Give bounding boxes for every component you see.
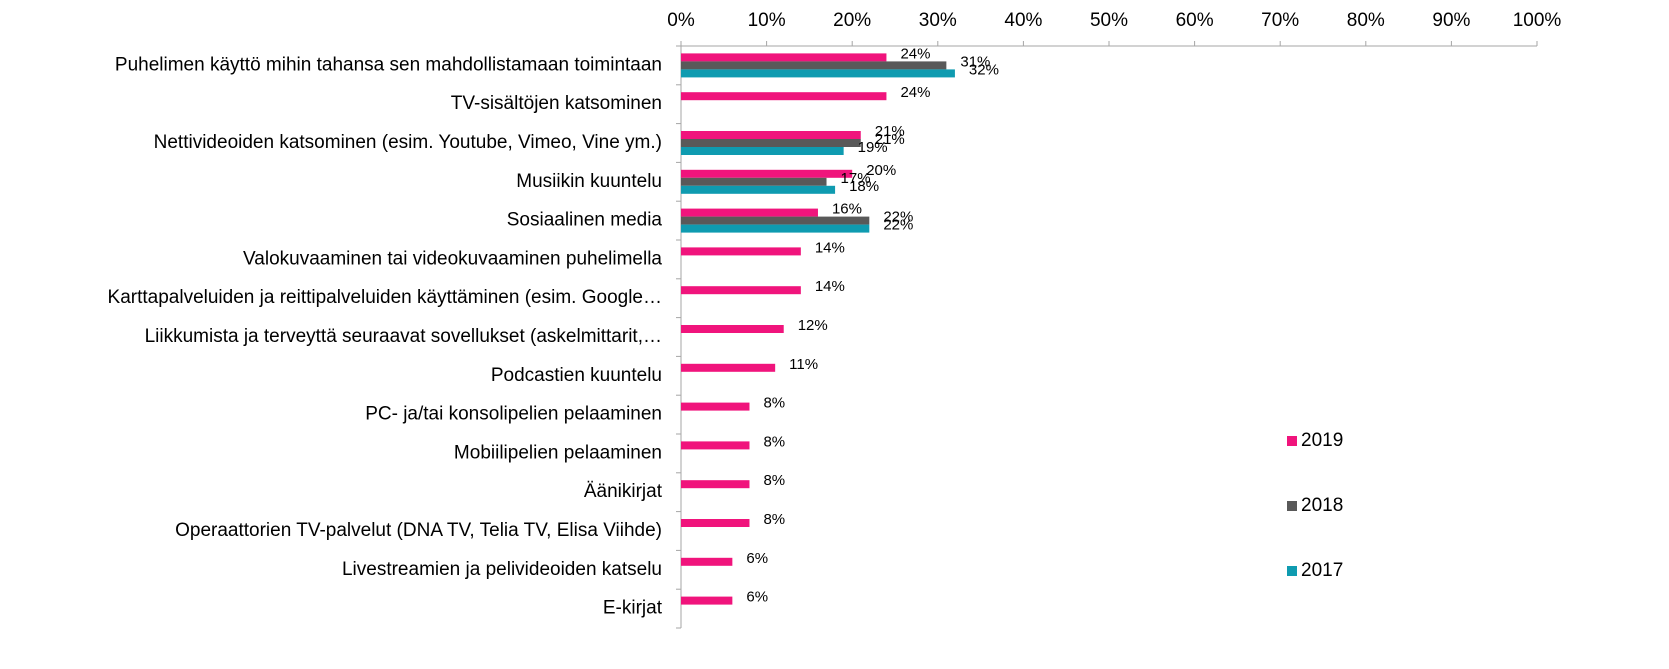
x-tick-label: 20% [833, 10, 871, 31]
y-tick-label: Karttapalveluiden ja reittipalveluiden k… [108, 287, 662, 308]
bar [681, 216, 870, 225]
y-tick-label: Puhelimen käyttö mihin tahansa sen mahdo… [115, 54, 662, 75]
y-tick-label: Sosiaalinen media [507, 210, 663, 231]
data-label: 32% [969, 61, 999, 78]
legend-swatch [1287, 566, 1297, 576]
y-tick-label: Livestreamien ja pelivideoiden katselu [342, 559, 662, 580]
data-label: 16% [832, 201, 862, 218]
y-tick-label: Musiikin kuuntelu [516, 171, 662, 192]
data-label: 22% [883, 209, 913, 226]
y-tick-label: PC- ja/tai konsolipelien pelaaminen [365, 404, 662, 425]
data-label: 8% [763, 395, 785, 412]
bar [681, 325, 784, 333]
x-tick-label: 90% [1432, 10, 1470, 31]
data-label: 8% [763, 472, 785, 489]
legend-label: 2017 [1301, 560, 1343, 581]
y-tick-label: Liikkumista ja terveyttä seuraavat sovel… [145, 326, 662, 347]
bar [681, 131, 861, 139]
data-label: 8% [763, 433, 785, 450]
x-tick-label: 100% [1513, 10, 1562, 31]
bar [681, 61, 947, 70]
y-tick-label: Nettivideoiden katsominen (esim. Youtube… [154, 132, 662, 153]
bar [681, 596, 733, 605]
bar [681, 363, 776, 372]
y-tick-label: Podcastien kuuntelu [491, 365, 662, 386]
bar [681, 519, 750, 527]
bar [681, 208, 818, 217]
y-tick-label: E-kirjat [603, 598, 663, 619]
data-label: 6% [746, 589, 768, 606]
legend-swatch [1287, 436, 1297, 446]
x-tick-label: 80% [1347, 10, 1385, 31]
bar [681, 480, 750, 489]
data-label: 22% [883, 217, 913, 234]
data-label: 12% [798, 317, 828, 334]
bar [681, 224, 870, 233]
bar [681, 139, 861, 147]
legend-swatch [1287, 501, 1297, 511]
y-tick-label: Valokuvaaminen tai videokuvaaminen puhel… [243, 248, 662, 269]
bar [681, 402, 750, 411]
bar [681, 147, 844, 155]
data-label: 14% [815, 278, 845, 295]
data-label: 24% [900, 45, 930, 62]
data-label: 8% [763, 511, 785, 528]
bar [681, 92, 887, 101]
bar [681, 185, 836, 194]
x-tick-label: 40% [1004, 10, 1042, 31]
data-label: 19% [858, 139, 888, 156]
bar [681, 169, 853, 178]
x-tick-label: 10% [748, 10, 786, 31]
x-tick-label: 30% [919, 10, 957, 31]
legend-label: 2019 [1301, 430, 1343, 451]
y-tick-label: Äänikirjat [584, 481, 663, 502]
bar [681, 286, 801, 295]
data-label: 20% [866, 162, 896, 179]
data-label: 21% [875, 123, 905, 140]
x-tick-label: 50% [1090, 10, 1128, 31]
bar [681, 441, 750, 450]
data-label: 31% [960, 53, 990, 70]
bar [681, 53, 887, 62]
x-tick-label: 60% [1176, 10, 1214, 31]
bar [681, 247, 801, 256]
data-label: 21% [875, 131, 905, 148]
bar [681, 557, 733, 566]
x-tick-label: 0% [667, 10, 695, 31]
data-label: 24% [900, 84, 930, 101]
x-tick-label: 70% [1261, 10, 1299, 31]
y-tick-label: TV-sisältöjen katsominen [451, 93, 662, 114]
y-tick-label: Operaattorien TV-palvelut (DNA TV, Telia… [175, 520, 662, 541]
y-tick-label: Mobiilipelien pelaaminen [454, 442, 662, 463]
bar [681, 177, 827, 186]
data-label: 18% [849, 178, 879, 195]
data-label: 6% [746, 550, 768, 567]
legend-label: 2018 [1301, 495, 1343, 516]
data-label: 17% [841, 170, 871, 187]
data-label: 11% [789, 356, 818, 373]
data-label: 14% [815, 239, 845, 256]
bar [681, 69, 955, 78]
